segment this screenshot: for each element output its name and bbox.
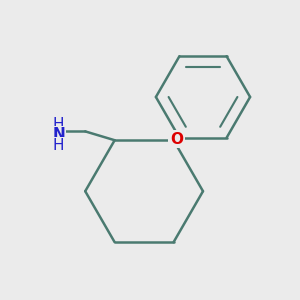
Text: N: N [52, 127, 65, 142]
Text: H: H [53, 116, 64, 131]
Text: H: H [53, 138, 64, 153]
Text: O: O [170, 131, 183, 146]
